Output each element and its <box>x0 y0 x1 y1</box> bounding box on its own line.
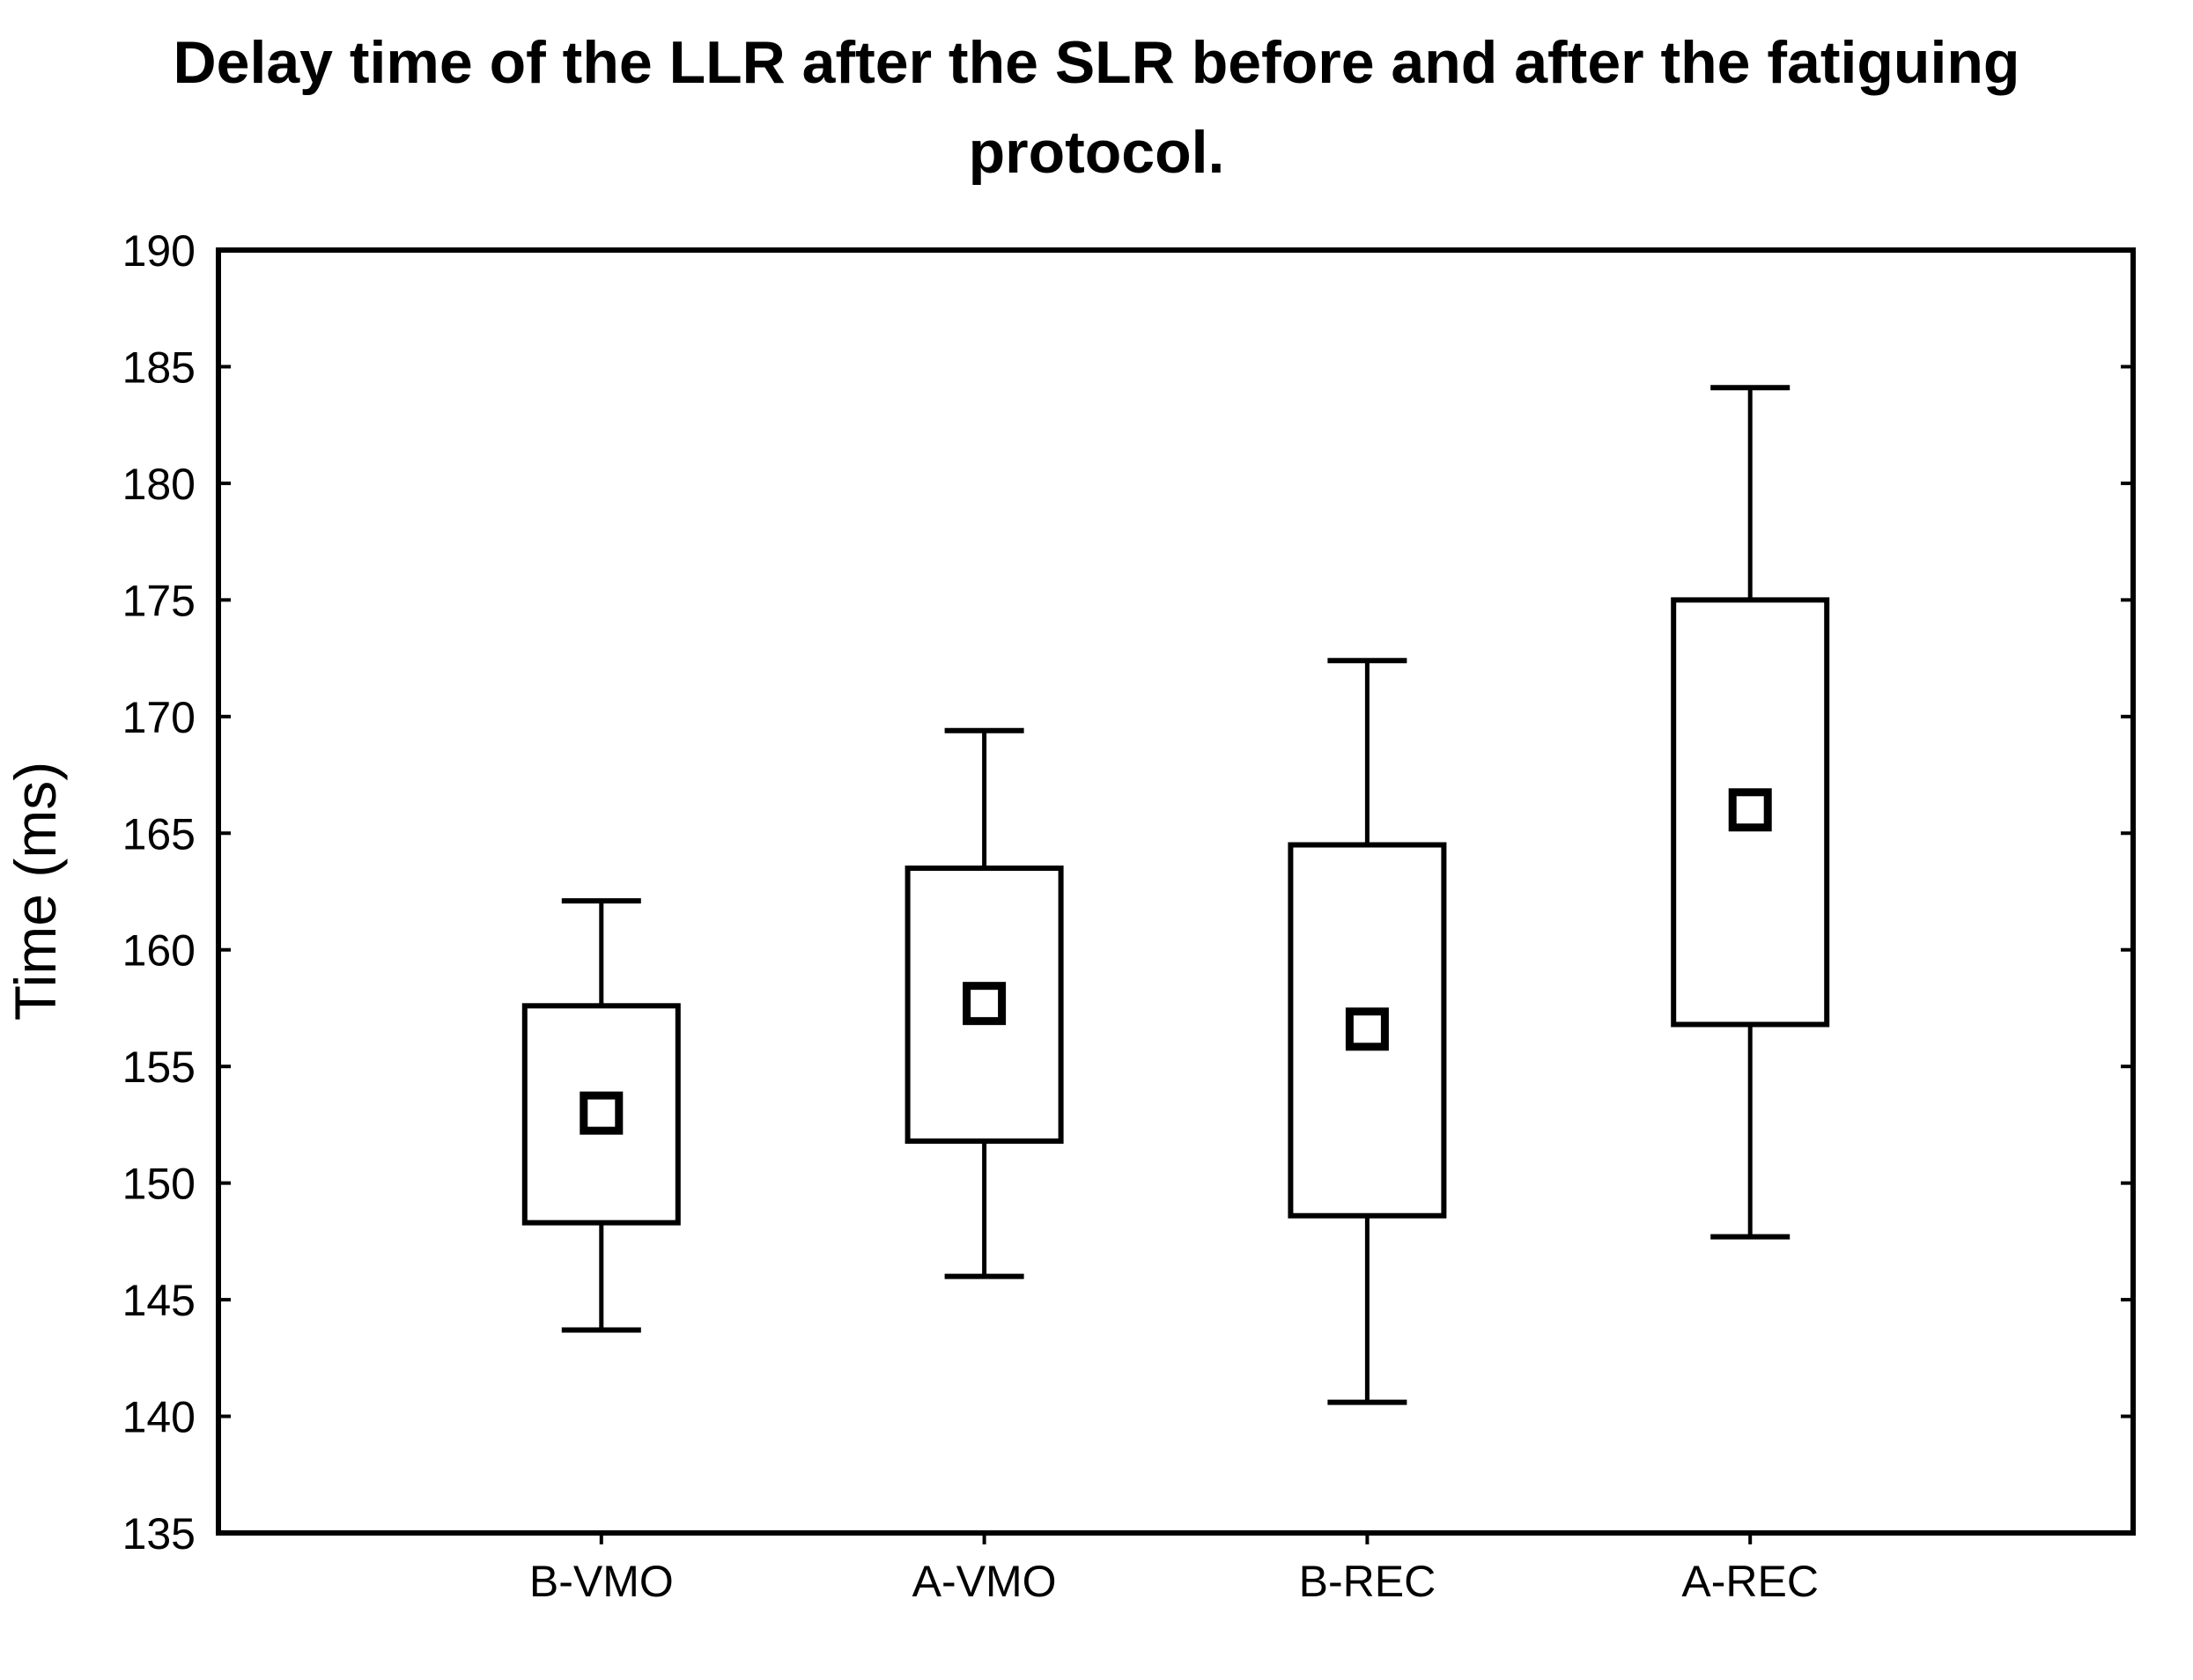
y-tick-label: 175 <box>122 576 196 625</box>
y-tick-label: 180 <box>122 460 196 509</box>
box-plot-B-REC <box>1288 658 1447 1405</box>
y-tick-label: 145 <box>122 1276 196 1325</box>
mean-marker <box>1728 788 1772 832</box>
y-tick-label: 190 <box>122 226 196 276</box>
y-axis-label: Time (ms) <box>3 762 68 1021</box>
x-category-label: A-VMO <box>912 1557 1057 1606</box>
y-tick-label: 140 <box>122 1393 196 1442</box>
x-category-label: B-REC <box>1299 1557 1436 1606</box>
chart-title-line2: protocol. <box>968 119 1225 186</box>
x-category-label: B-VMO <box>529 1557 674 1606</box>
mean-marker <box>580 1091 624 1135</box>
y-tick-label: 185 <box>122 343 196 392</box>
chart-title: Delay time of the LLR after the SLR befo… <box>0 18 2193 197</box>
y-tick-label: 170 <box>122 693 196 742</box>
x-category-label: A-REC <box>1681 1557 1819 1606</box>
box-plot-B-VMO <box>521 898 681 1333</box>
iqr-box <box>1288 842 1447 1219</box>
mean-marker <box>963 982 1007 1026</box>
chart-title-line1: Delay time of the LLR after the SLR befo… <box>173 29 2020 96</box>
y-tick-label: 155 <box>122 1043 196 1092</box>
y-tick-label: 150 <box>122 1160 196 1209</box>
box-plot-A-REC <box>1671 385 1830 1240</box>
mean-marker <box>1345 1007 1389 1051</box>
y-tick-label: 160 <box>122 926 196 976</box>
y-tick-label: 165 <box>122 809 196 858</box>
plot-frame <box>216 247 2136 1536</box>
box-plot-A-VMO <box>905 727 1064 1279</box>
y-tick-label: 135 <box>122 1509 196 1558</box>
